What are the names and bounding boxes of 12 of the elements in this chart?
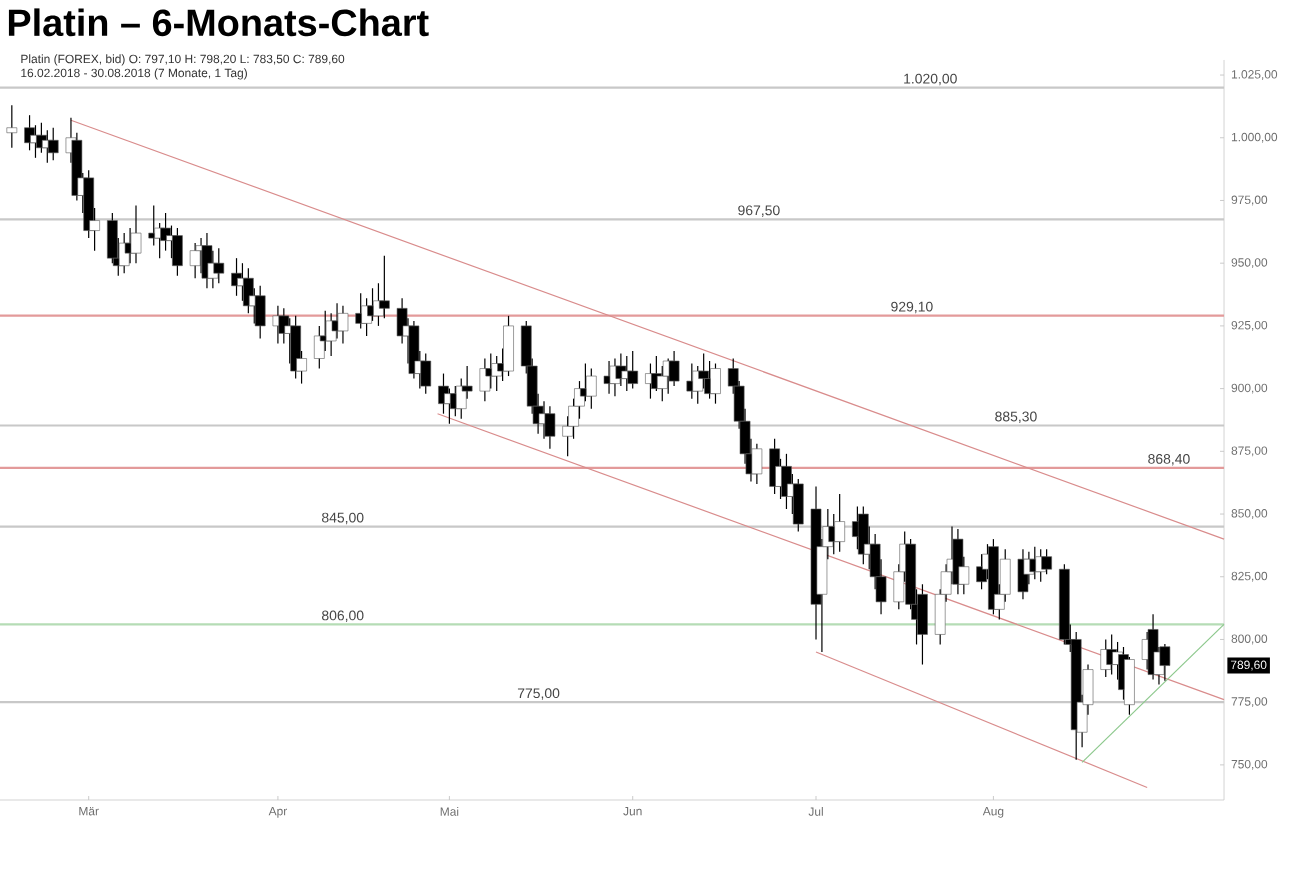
candlestick <box>1041 548 1052 575</box>
candlestick <box>544 405 556 450</box>
candlestick <box>47 127 59 161</box>
candlestick <box>213 247 225 284</box>
candlestick <box>503 315 514 377</box>
candlestick <box>172 227 183 277</box>
chart-title: Platin – 6-Monats-Chart <box>8 8 429 37</box>
candlestick <box>337 305 349 345</box>
candlestick <box>379 255 390 319</box>
candlestick <box>792 478 804 533</box>
candlestick <box>585 367 597 410</box>
candlestick <box>6 104 18 149</box>
